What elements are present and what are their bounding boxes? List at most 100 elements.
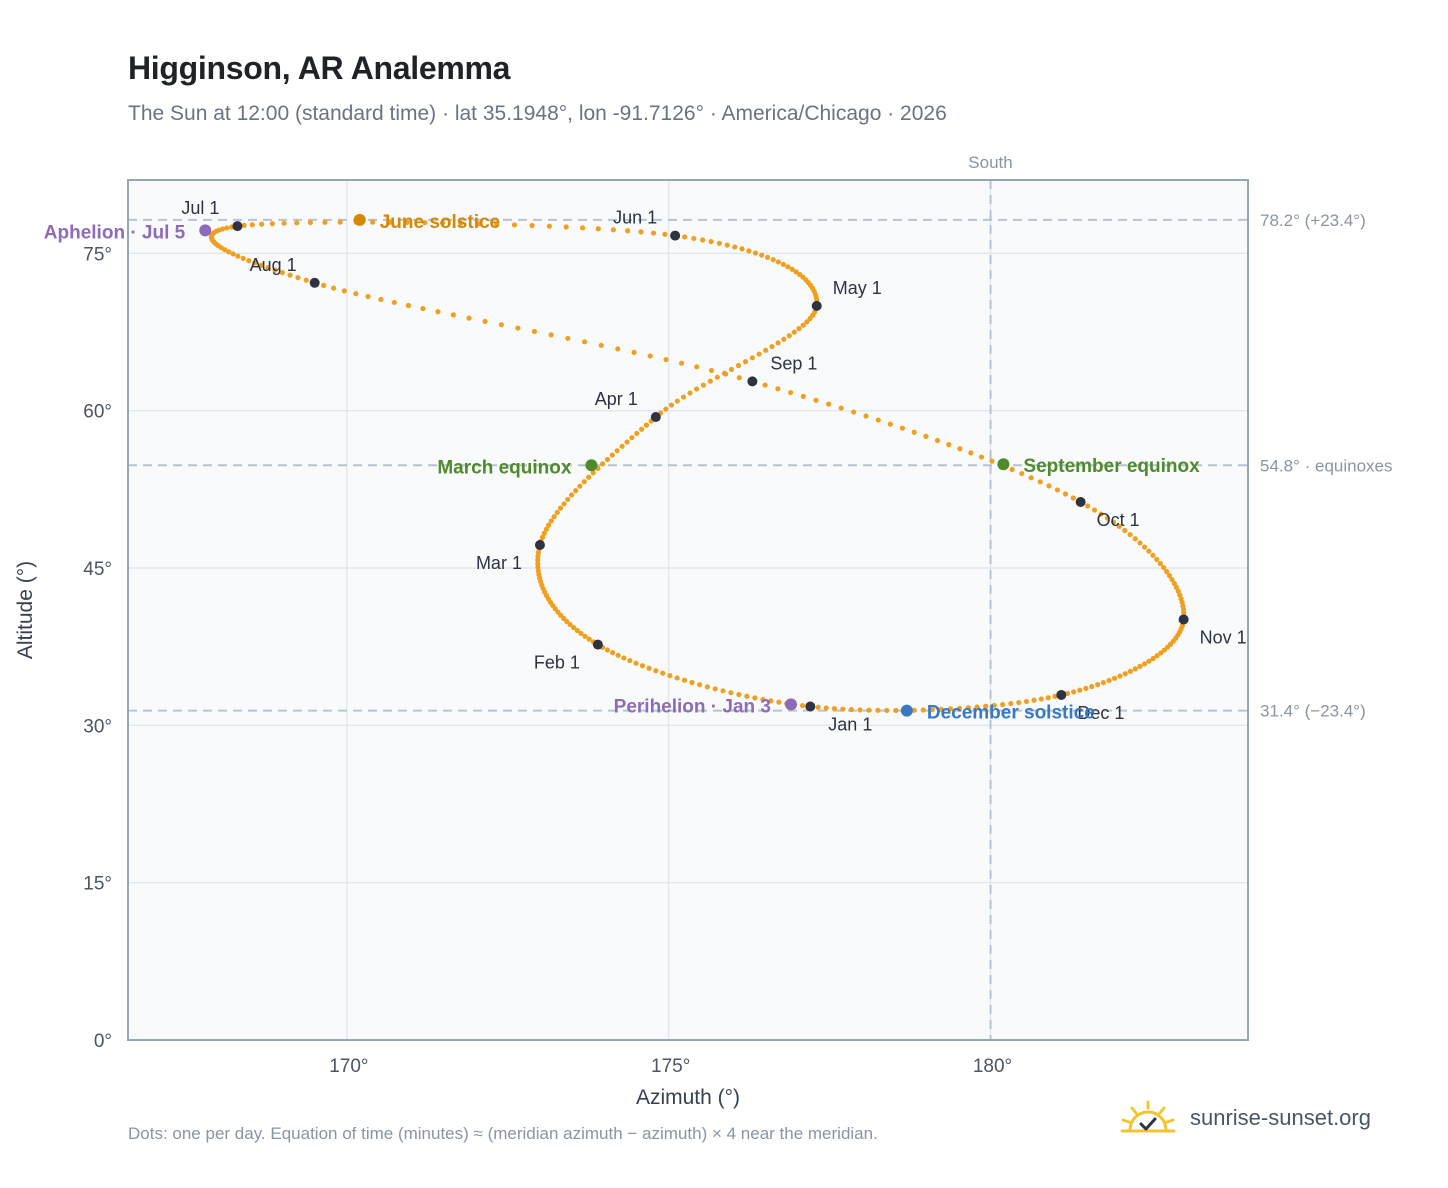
month-label: Jan 1	[828, 714, 872, 734]
day-dot	[1071, 689, 1077, 695]
day-dot	[614, 448, 620, 454]
day-dot	[246, 258, 252, 264]
day-dot	[643, 422, 650, 428]
event-marker	[784, 698, 797, 711]
day-dot	[1122, 527, 1128, 534]
day-dot	[840, 706, 846, 712]
day-dot	[796, 326, 802, 332]
day-dot	[600, 461, 606, 467]
day-dot	[1098, 511, 1104, 517]
day-dot	[956, 705, 963, 711]
day-dot	[957, 446, 963, 452]
day-dot	[240, 255, 246, 261]
day-dot	[322, 219, 328, 225]
day-dot	[800, 393, 806, 399]
day-dot	[923, 433, 929, 439]
day-dot	[458, 220, 464, 226]
day-dot	[1171, 580, 1177, 587]
day-dot	[788, 389, 794, 396]
day-dot	[769, 343, 775, 350]
day-dot	[615, 652, 621, 658]
event-label: December solstice	[927, 703, 1095, 724]
day-dot	[724, 242, 730, 248]
day-dot	[1038, 696, 1044, 702]
day-dot	[294, 220, 300, 226]
day-dot	[546, 522, 552, 528]
day-dot	[752, 695, 758, 701]
day-dot	[746, 248, 752, 254]
y-axis-title: Altitude (°)	[14, 561, 37, 659]
day-dot	[1122, 671, 1128, 677]
day-dot	[920, 707, 926, 713]
month-marker	[650, 412, 661, 423]
day-dot	[968, 450, 974, 456]
day-dot	[781, 336, 787, 342]
day-dot	[586, 474, 592, 480]
plot-frame	[127, 179, 1249, 1041]
day-dot	[621, 655, 627, 661]
day-dot	[581, 339, 588, 345]
day-dot	[582, 633, 588, 639]
day-dot	[265, 265, 271, 271]
day-dot	[1037, 479, 1043, 485]
y-tick-label: 60°	[83, 402, 112, 423]
day-dot	[848, 706, 854, 713]
day-dot	[697, 682, 703, 688]
day-dot	[911, 707, 917, 713]
day-dot	[884, 707, 890, 714]
day-dot	[813, 397, 819, 403]
day-dot	[609, 452, 615, 458]
day-dot	[682, 234, 688, 240]
day-dot	[1104, 515, 1110, 521]
day-dot	[1137, 663, 1143, 669]
day-dot	[660, 670, 666, 676]
day-dot	[1070, 495, 1076, 501]
day-dot	[1019, 470, 1025, 477]
day-dot	[1111, 675, 1118, 681]
day-dot	[619, 443, 625, 449]
day-dot	[662, 231, 668, 237]
day-dot	[252, 260, 258, 266]
day-dot	[435, 309, 441, 315]
day-dot	[1158, 650, 1164, 656]
day-dot	[735, 362, 742, 369]
day-dot	[668, 402, 675, 408]
day-dot	[857, 707, 863, 713]
day-dot	[765, 254, 771, 260]
day-dot	[615, 346, 621, 352]
day-dot	[1164, 569, 1170, 575]
day-dot	[1132, 666, 1138, 672]
day-dot	[625, 228, 631, 234]
brand[interactable]: sunrise-sunset.org	[1120, 1100, 1371, 1136]
day-dot	[1089, 683, 1095, 690]
day-dot	[565, 335, 571, 341]
day-dot	[1000, 701, 1006, 708]
event-marker	[997, 458, 1010, 471]
day-dot	[378, 296, 384, 303]
day-dot	[674, 398, 680, 404]
day-dot	[838, 405, 844, 411]
day-dot	[494, 221, 500, 227]
day-dot	[535, 557, 541, 563]
day-dot	[529, 222, 535, 229]
x-axis-title: Azimuth (°)	[636, 1086, 740, 1109]
day-dot	[708, 367, 715, 374]
day-dot	[667, 673, 673, 679]
y-tick-label: 75°	[83, 244, 112, 265]
day-dot	[634, 430, 640, 437]
day-dot	[604, 456, 611, 463]
day-dot	[1146, 548, 1152, 554]
day-dot	[974, 704, 980, 710]
sunrise-logo-icon	[1120, 1100, 1176, 1133]
day-dot	[989, 458, 995, 464]
day-dot	[780, 261, 786, 267]
day-dot	[1117, 673, 1123, 679]
day-dot	[775, 340, 781, 346]
day-dot	[736, 691, 742, 698]
brand-name[interactable]: sunrise-sunset.org	[1190, 1105, 1371, 1130]
day-dot	[770, 257, 776, 263]
chart-title: Higginson, AR Analemma	[128, 50, 511, 86]
day-dot	[387, 219, 393, 225]
day-dot	[548, 518, 554, 524]
day-dot	[723, 371, 729, 377]
